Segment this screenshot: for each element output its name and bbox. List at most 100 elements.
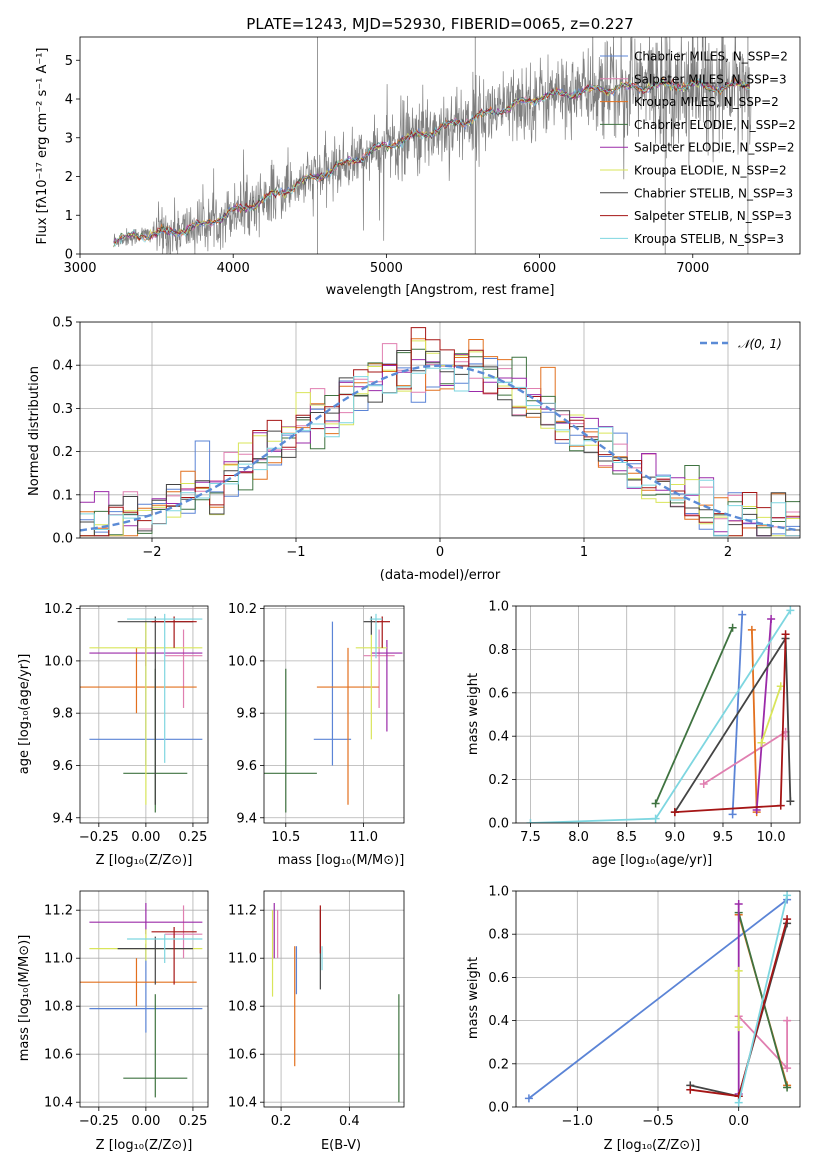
x-tick-label: 4000 <box>217 261 250 276</box>
x-tick-label: 7000 <box>676 261 709 276</box>
y-tick-label: 0.8 <box>488 643 509 658</box>
x-tick-label: −0.25 <box>79 1114 119 1129</box>
weight-marker-salpeter_stelib <box>776 801 785 810</box>
residuals-ylabel: Normed distribution <box>27 366 42 496</box>
x-tick-label: −1 <box>286 545 305 560</box>
y-tick-label: 5 <box>65 54 73 69</box>
y-tick-label: 10.6 <box>228 1048 257 1063</box>
weight-line-kroupa_stelib <box>737 895 788 1103</box>
weight-marker-salpeter_elodie <box>734 899 743 908</box>
legend-label: Kroupa MILES, N_SSP=2 <box>634 95 779 109</box>
x-tick-label: 0.2 <box>271 1114 292 1129</box>
weight-marker-salpeter_miles <box>783 1016 792 1025</box>
weight-marker-kroupa_elodie <box>734 1023 743 1032</box>
y-tick-label: 11.2 <box>44 904 73 919</box>
spectrum-title: PLATE=1243, MJD=52930, FIBERID=0065, z=0… <box>246 15 633 33</box>
x-tick-label: 0.00 <box>131 1114 160 1129</box>
y-tick-label: 10.4 <box>44 1096 73 1111</box>
weight-vs-age-panel: age [log₁₀(age/yr)] mass weight 7.5 8.0 8.… <box>466 600 801 868</box>
spectrum-panel: PLATE=1243, MJD=52930, FIBERID=0065, z=0… <box>35 15 801 298</box>
y-tick-label: 10.2 <box>228 602 257 617</box>
axes-frame <box>263 605 405 824</box>
x-tick-label: −0.25 <box>79 830 119 845</box>
x-tick-label: −1.0 <box>562 1114 594 1129</box>
y-tick-label: 0.0 <box>488 817 509 832</box>
y-tick-label: 0.1 <box>52 488 73 503</box>
weight-marker-kroupa_stelib <box>734 1098 743 1107</box>
axes-frame <box>263 890 405 1108</box>
axes-frame <box>79 321 801 539</box>
x-tick-label: 10.0 <box>757 830 786 845</box>
x-tick-label: 0 <box>436 545 444 560</box>
y-tick-label: 0.2 <box>488 1057 509 1072</box>
histogram-chabrier_stelib <box>80 350 800 537</box>
legend-label: Salpeter ELODIE, N_SSP=2 <box>634 141 795 155</box>
y-tick-label: 0 <box>65 248 73 263</box>
axes-frame <box>515 605 801 824</box>
histogram-kroupa_stelib <box>80 367 800 537</box>
weight-marker-chabrier_miles <box>524 1094 533 1103</box>
x-tick-label: −2 <box>142 545 161 560</box>
weight-marker-kroupa_miles <box>747 625 756 634</box>
x-tick-label: 0.00 <box>131 830 160 845</box>
legend-label: Chabrier STELIB, N_SSP=3 <box>634 186 793 200</box>
y-tick-label: 9.8 <box>236 707 257 722</box>
mass_vs_Z-plot-area <box>80 891 208 1107</box>
weight_vs_Z-plot-area <box>516 891 800 1107</box>
weight-marker-chabrier_miles <box>738 610 747 619</box>
y-tick-label: 10.0 <box>44 654 73 669</box>
weight_vs_age-plot-area <box>516 606 800 823</box>
weight-marker-salpeter_miles <box>699 779 708 788</box>
x-tick-label: 3000 <box>63 261 96 276</box>
weight-marker-kroupa_stelib <box>783 891 792 900</box>
mass-vs-ebv-xlabel: E(B-V) <box>321 1138 361 1153</box>
x-tick-label: 11.0 <box>349 830 378 845</box>
y-tick-label: 0.4 <box>52 359 73 374</box>
x-tick-label: 0.25 <box>178 830 207 845</box>
model-spectrum-salpeter_stelib <box>113 76 751 244</box>
y-tick-label: 0.2 <box>52 445 73 460</box>
legend-label: Salpeter MILES, N_SSP=3 <box>634 72 787 86</box>
legend-label: Salpeter STELIB, N_SSP=3 <box>634 209 792 223</box>
x-tick-label: 2 <box>724 545 732 560</box>
axes-frame <box>79 36 801 255</box>
y-tick-label: 0.5 <box>52 316 73 331</box>
age_vs_mass-plot-area <box>264 606 404 823</box>
weight-marker-kroupa_elodie <box>757 738 766 747</box>
age-vs-z-panel: Z [log₁₀(Z/Z⊙)] age [log₁₀(age/yr)] −0.2… <box>17 602 209 868</box>
y-tick-label: 10.2 <box>44 602 73 617</box>
y-tick-label: 9.6 <box>236 759 257 774</box>
x-tick-label: 6000 <box>523 261 556 276</box>
y-tick-label: 10.8 <box>228 1000 257 1015</box>
weight-marker-chabrier_miles <box>728 810 737 819</box>
axes-frame <box>515 890 801 1108</box>
weight-vs-age-ylabel: mass weight <box>466 673 481 755</box>
x-tick-label: 9.0 <box>665 830 686 845</box>
x-tick-label: 9.5 <box>713 830 734 845</box>
weight-vs-z-panel: Z [log₁₀(Z/Z⊙)] mass weight −1.0 −0.5 0.0 0… <box>466 885 801 1153</box>
y-tick-label: 10.6 <box>44 1048 73 1063</box>
mass_vs_ebv-plot-area <box>264 891 404 1107</box>
x-tick-label: 8.5 <box>616 830 637 845</box>
weight-marker-chabrier_stelib <box>786 797 795 806</box>
x-tick-label: 0.0 <box>728 1114 749 1129</box>
weight-vs-age-xlabel: age [log₁₀(age/yr)] <box>592 853 713 868</box>
weight-marker-salpeter_elodie <box>767 615 776 624</box>
age-vs-z-ylabel: age [log₁₀(age/yr)] <box>17 654 32 775</box>
legend-label: Chabrier ELODIE, N_SSP=2 <box>634 118 796 132</box>
y-tick-label: 0.2 <box>488 773 509 788</box>
y-tick-label: 11.2 <box>228 904 257 919</box>
y-tick-label: 0.0 <box>52 532 73 547</box>
weight-marker-salpeter_stelib <box>686 1085 695 1094</box>
y-tick-label: 1.0 <box>488 885 509 900</box>
weight-marker-salpeter_stelib <box>670 808 679 817</box>
weight-marker-chabrier_elodie <box>783 1083 792 1092</box>
x-tick-label: 0.25 <box>178 1114 207 1129</box>
weight-marker-kroupa_elodie <box>734 966 743 975</box>
residuals-xlabel: (data-model)/error <box>380 568 501 583</box>
mass-vs-ebv-panel: E(B-V) 0.2 0.4 10.4 10.6 10.8 11.0 11.2 <box>228 890 405 1153</box>
weight-marker-chabrier_elodie <box>728 623 737 632</box>
data-spectrum-line <box>113 37 752 254</box>
y-tick-label: 0.4 <box>488 730 509 745</box>
